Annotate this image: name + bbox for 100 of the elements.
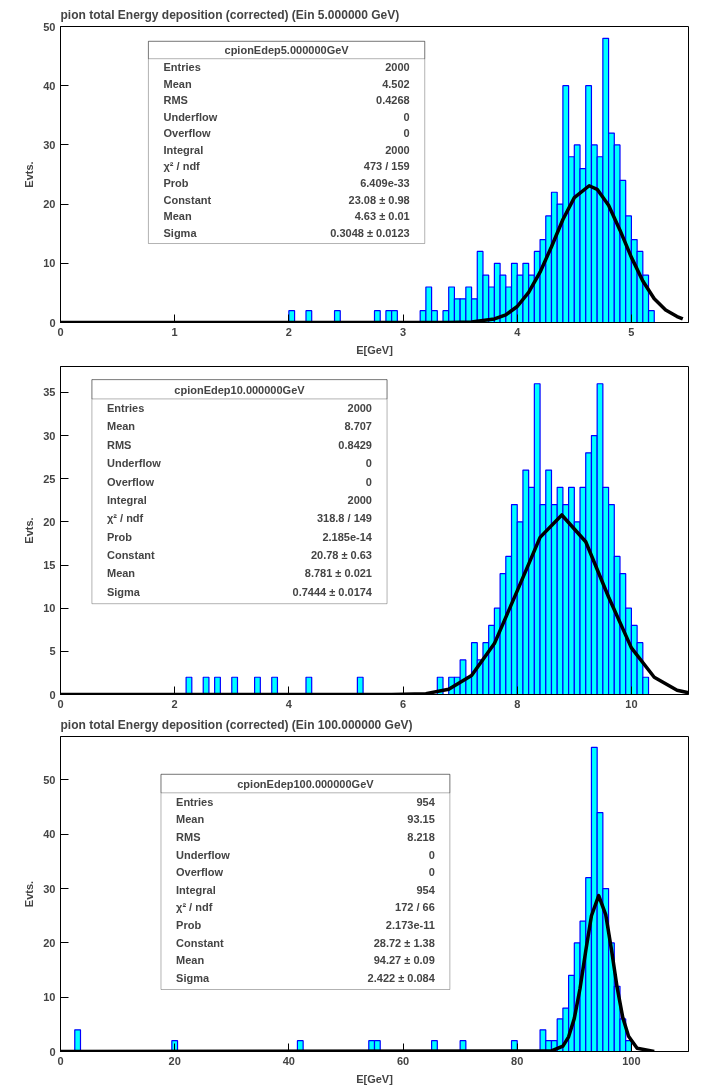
annotation: Constant (106, 549, 155, 562)
annotation: 0 (428, 848, 435, 861)
annotation: Entries (176, 795, 214, 808)
annotation: Constant (176, 936, 225, 949)
annotation: Integral (163, 143, 204, 156)
annotation: Overflow (106, 475, 155, 488)
annotation: Sigma (106, 585, 141, 598)
annotation: 473 / 159 (363, 160, 410, 173)
annotation: 8.781 ± 0.021 (304, 567, 372, 580)
x-axis-title: E[GeV] (356, 343, 394, 356)
annotation: 2000 (347, 493, 372, 506)
x-tick-label: 4 (285, 697, 293, 710)
annotation: χ² / ndf (176, 901, 213, 914)
annotation: 2.185e-14 (322, 530, 373, 543)
y-tick-label: 20 (43, 515, 56, 528)
chart-title: pion total Energy deposition (corrected) (Ein 100.000000 GeV) (60, 717, 413, 732)
annotation: 8.707 (344, 420, 372, 433)
x-tick-label: 3 (399, 325, 407, 338)
annotation: 4.502 (382, 77, 410, 90)
y-tick-label: 0 (49, 1045, 56, 1058)
y-tick-label: 0 (49, 316, 56, 329)
annotation: χ² / ndf (106, 512, 144, 525)
annotation: 954 (416, 795, 436, 808)
annotation: Mean (106, 567, 136, 580)
x-tick-label: 100 (622, 1054, 641, 1067)
x-tick-label: 40 (282, 1054, 295, 1067)
annotation: χ² / ndf (163, 160, 201, 173)
annotation: 0 (365, 475, 372, 488)
y-tick-label: 15 (43, 559, 56, 572)
x-tick-label: 5 (628, 325, 635, 338)
annotation: Underflow (176, 848, 231, 861)
y-tick-label: 40 (43, 828, 56, 841)
annotation: 318.8 / 149 (316, 512, 372, 525)
y-tick-label: 0 (49, 688, 56, 701)
annotation: Sigma (176, 972, 210, 985)
annotation: 8.218 (407, 830, 435, 843)
annotation: 0.7444 ± 0.0174 (292, 585, 373, 598)
annotation: Prob (163, 177, 189, 190)
annotation: Integral (106, 493, 147, 506)
annotation: 4.63 ± 0.01 (354, 210, 410, 223)
annotation: 20.78 ± 0.63 (310, 549, 372, 562)
annotation: RMS (176, 830, 201, 843)
annotation: Mean (176, 813, 205, 826)
y-tick-label: 50 (43, 773, 56, 786)
annotation: Integral (176, 883, 216, 896)
x-tick-label: 0 (57, 1054, 64, 1067)
annotation: 0.3048 ± 0.0123 (330, 226, 410, 239)
annotation: Underflow (106, 457, 162, 470)
x-tick-label: 10 (625, 697, 638, 710)
y-tick-label: 30 (43, 138, 56, 151)
annotation: 2.422 ± 0.084 (367, 972, 436, 985)
annotation: cpionEdep5.000000GeV (224, 44, 350, 57)
y-tick-label: 10 (43, 991, 56, 1004)
x-axis-title: E[GeV] (356, 1072, 394, 1085)
annotation: 93.15 (407, 813, 435, 826)
y-tick-label: 10 (43, 257, 56, 270)
x-tick-label: 80 (511, 1054, 524, 1067)
annotation: 2000 (385, 60, 410, 73)
annotation: 172 / 66 (395, 901, 435, 914)
annotation: 2.173e-11 (385, 919, 435, 932)
annotation: 28.72 ± 1.38 (373, 936, 435, 949)
x-tick-label: 4 (514, 325, 522, 338)
annotation: Overflow (163, 127, 211, 140)
annotation: Constant (163, 193, 212, 206)
x-tick-label: 1 (171, 325, 178, 338)
y-tick-label: 35 (43, 386, 56, 399)
x-tick-label: 2 (171, 697, 178, 710)
annotation: Mean (176, 954, 205, 967)
y-tick-label: 30 (43, 882, 56, 895)
annotation: Entries (106, 402, 145, 415)
chart-title: pion total Energy deposition (corrected) (Ein 5.000000 GeV) (60, 7, 400, 22)
annotation: Mean (163, 210, 192, 223)
annotation: cpionEdep10.000000GeV (174, 383, 306, 396)
annotation: cpionEdep100.000000GeV (237, 778, 375, 790)
y-axis-title: Evts. (23, 517, 36, 544)
x-tick-label: 0 (57, 325, 64, 338)
annotation: 0 (365, 457, 372, 470)
annotation: Prob (176, 919, 202, 932)
annotation: 6.409e-33 (360, 177, 410, 190)
annotation: Underflow (163, 110, 218, 123)
annotation: Entries (163, 60, 201, 73)
x-tick-label: 8 (514, 697, 521, 710)
y-axis-title: Evts. (23, 161, 36, 188)
annotation: 23.08 ± 0.98 (348, 193, 410, 206)
y-tick-label: 20 (43, 198, 56, 211)
x-tick-label: 60 (396, 1054, 410, 1067)
y-tick-label: 25 (43, 472, 56, 485)
y-tick-label: 50 (43, 20, 56, 33)
y-tick-label: 30 (43, 429, 56, 442)
annotation: Mean (163, 77, 192, 90)
annotation: 0 (403, 127, 410, 140)
annotation: 0 (403, 110, 410, 123)
y-tick-label: 20 (43, 936, 56, 949)
annotation: RMS (106, 438, 132, 451)
annotation: Overflow (176, 866, 224, 879)
annotation: Sigma (163, 226, 198, 239)
x-tick-label: 20 (168, 1054, 181, 1067)
annotation: 0.4268 (376, 94, 410, 107)
annotation: 0 (428, 866, 435, 879)
x-tick-label: 6 (399, 697, 407, 710)
